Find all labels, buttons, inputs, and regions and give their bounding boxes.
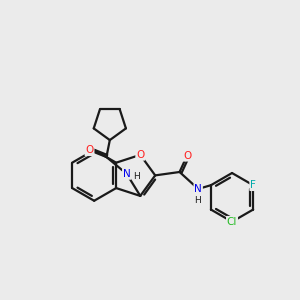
- Text: Cl: Cl: [227, 217, 237, 227]
- Text: H: H: [194, 196, 201, 206]
- Text: N: N: [194, 184, 202, 194]
- Text: O: O: [85, 145, 94, 155]
- Text: N: N: [123, 169, 130, 179]
- Text: O: O: [136, 150, 144, 160]
- Text: O: O: [183, 151, 191, 161]
- Text: H: H: [134, 172, 140, 181]
- Text: F: F: [250, 180, 256, 190]
